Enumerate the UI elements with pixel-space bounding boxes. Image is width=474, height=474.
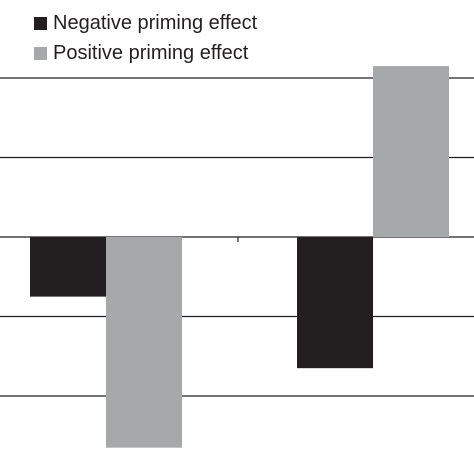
legend-item-negative: Negative priming effect <box>34 8 257 38</box>
legend-label-negative: Negative priming effect <box>53 11 258 34</box>
bar-positive-group-2 <box>373 66 449 237</box>
legend-swatch-negative <box>34 16 47 30</box>
legend-label-positive: Positive priming effect <box>53 41 249 64</box>
bar-positive-group-1 <box>106 237 182 448</box>
chart-legend: Negative priming effect Positive priming… <box>34 8 257 68</box>
legend-item-positive: Positive priming effect <box>34 38 257 68</box>
bar-negative-group-2 <box>297 237 373 369</box>
bar-negative-group-1 <box>30 237 106 297</box>
legend-swatch-positive <box>34 46 47 60</box>
